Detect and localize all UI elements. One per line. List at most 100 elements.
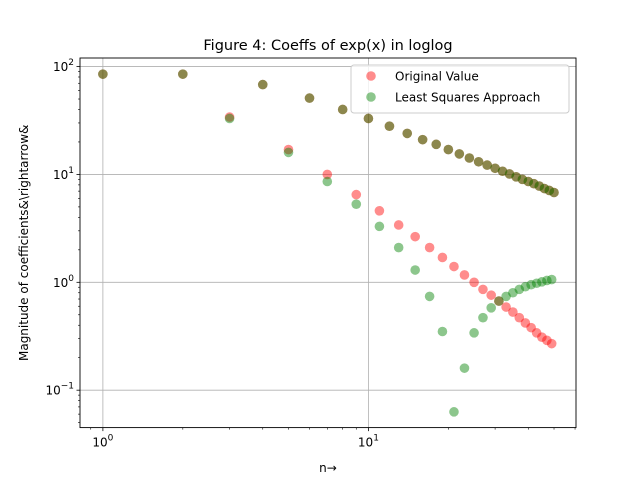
x-axis-label: n→: [319, 461, 337, 475]
least-squares-point: [464, 153, 475, 163]
y-axis-label: Magnitude of coefficients&\rightarrow&: [17, 125, 31, 361]
least-squares-point: [539, 183, 550, 194]
original-value-point: [351, 189, 362, 200]
original-value-point: [494, 296, 504, 306]
original-value-point: [497, 166, 508, 177]
least-squares-point: [459, 363, 470, 373]
least-squares-point: [482, 160, 492, 170]
original-value-point: [511, 172, 521, 182]
legend-label-original: Original Value: [395, 70, 479, 84]
least-squares-point: [393, 242, 404, 253]
y-tick-label: 10−1: [45, 382, 74, 398]
legend-marker-original: [366, 71, 376, 81]
original-value-point: [542, 335, 552, 346]
original-value-point: [508, 307, 518, 317]
original-value-point: [544, 185, 555, 196]
axis-ticks: 100 101 10−1 100 101 102: [45, 58, 576, 450]
least-squares-point: [417, 134, 428, 145]
least-squares-point: [523, 176, 534, 187]
least-squares-point: [511, 172, 521, 182]
least-squares-point: [449, 407, 459, 417]
legend: Original Value Least Squares Approach: [350, 64, 570, 114]
least-squares-point: [384, 121, 395, 131]
least-squares-point: [542, 275, 552, 286]
least-squares-point: [304, 93, 315, 103]
least-squares-point: [478, 312, 488, 323]
legend-label-least-squares: Least Squares Approach: [395, 91, 540, 105]
least-squares-point: [224, 113, 235, 124]
least-squares-point: [490, 163, 500, 174]
chart-title: Figure 4: Coeffs of exp(x) in loglog: [203, 38, 452, 54]
original-value-point: [363, 113, 374, 124]
original-value-point: [402, 128, 413, 139]
least-squares-point: [517, 174, 528, 185]
plot-frame: [79, 57, 577, 429]
original-value-point: [437, 252, 448, 263]
original-value-point: [454, 149, 465, 159]
least-squares-point: [501, 291, 511, 302]
least-squares-point: [322, 176, 333, 187]
least-squares-point: [529, 178, 539, 189]
least-squares-point: [337, 104, 348, 115]
least-squares-point: [424, 291, 435, 302]
least-squares-point: [443, 144, 454, 155]
original-value-point: [304, 93, 315, 103]
original-value-point: [546, 338, 557, 349]
least-squares-point: [257, 79, 268, 90]
original-value-point: [384, 121, 395, 131]
original-value-point: [449, 261, 459, 272]
least-squares-point: [431, 139, 442, 150]
original-value-point: [529, 178, 539, 189]
least-squares-point: [494, 296, 504, 306]
x-tick-label: 100: [92, 434, 113, 450]
least-squares-point: [537, 277, 547, 287]
least-squares-point: [473, 156, 484, 167]
least-squares-point: [402, 128, 413, 139]
original-value-point: [531, 328, 542, 338]
least-squares-point: [526, 279, 536, 290]
least-squares-point: [514, 284, 525, 295]
original-value-point: [322, 169, 333, 180]
original-value-point: [520, 318, 531, 328]
data-points: [98, 69, 559, 417]
original-value-point: [337, 104, 348, 115]
least-squares-point: [374, 221, 385, 232]
least-squares-point: [363, 113, 374, 124]
legend-marker-least-squares: [366, 92, 376, 102]
least-squares-point: [546, 274, 557, 285]
original-value-point: [482, 160, 492, 170]
original-value-point: [490, 163, 500, 174]
original-value-point: [374, 206, 385, 216]
original-value-point: [478, 284, 488, 295]
least-squares-point: [437, 326, 448, 337]
original-value-point: [431, 139, 442, 150]
original-value-point: [514, 312, 525, 323]
least-squares-point: [520, 281, 531, 292]
original-value-point: [443, 144, 454, 155]
least-squares-point: [497, 166, 508, 177]
y-tick-label: 102: [53, 58, 74, 74]
least-squares-point: [98, 69, 108, 79]
least-squares-point: [351, 199, 362, 209]
original-value-point: [523, 176, 534, 187]
original-value-point: [504, 169, 515, 179]
least-squares-point: [486, 303, 497, 313]
legend-box: [350, 64, 570, 114]
least-squares-point: [504, 169, 515, 179]
least-squares-point: [534, 181, 545, 191]
least-squares-point: [531, 278, 542, 289]
original-value-point: [417, 134, 428, 145]
least-squares-point: [549, 187, 559, 198]
original-value-point: [539, 183, 550, 194]
original-value-point: [459, 270, 470, 280]
original-value-point: [257, 79, 268, 90]
least-squares-point: [469, 328, 479, 338]
original-value-point: [178, 69, 188, 79]
original-value-point: [473, 156, 484, 167]
y-tick-label: 100: [53, 274, 74, 290]
original-value-point: [469, 277, 479, 288]
original-value-point: [283, 144, 294, 155]
original-value-point: [464, 153, 475, 163]
original-value-point: [224, 112, 235, 122]
